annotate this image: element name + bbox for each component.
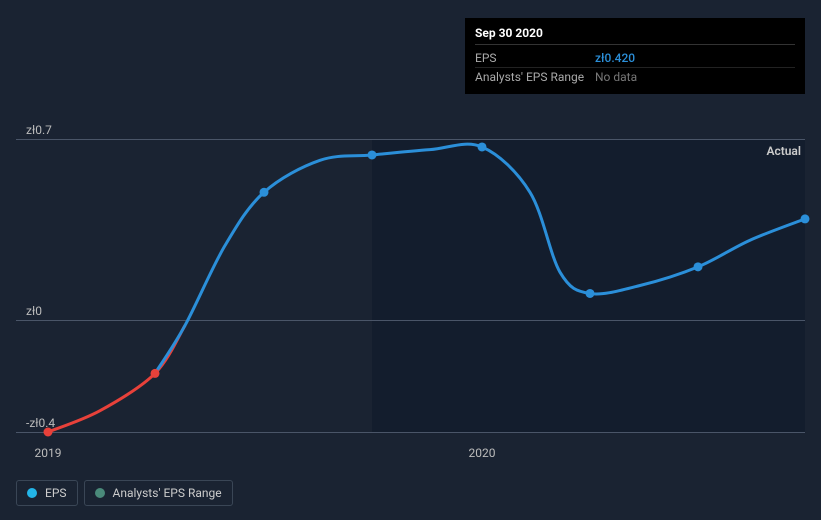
tooltip-row: EPSzł0.420 xyxy=(475,49,795,68)
eps-data-point[interactable] xyxy=(694,262,703,271)
tooltip-rows: EPSzł0.420Analysts' EPS RangeNo data xyxy=(475,49,795,86)
chart-legend: EPS Analysts' EPS Range xyxy=(16,480,233,506)
tooltip-row-value: zł0.420 xyxy=(595,51,635,65)
eps-data-point[interactable] xyxy=(801,214,810,223)
eps-line-segment xyxy=(155,144,805,373)
eps-chart: zł0.7zł0-zł0.4 Actual 20192020 Sep 30 20… xyxy=(0,0,821,520)
tooltip-date: Sep 30 2020 xyxy=(475,26,795,45)
eps-data-point[interactable] xyxy=(478,142,487,151)
eps-data-point[interactable] xyxy=(44,428,53,437)
tooltip-row-label: Analysts' EPS Range xyxy=(475,70,595,84)
x-tick-label: 2019 xyxy=(35,446,62,460)
legend-dot-icon xyxy=(95,488,105,498)
legend-label: EPS xyxy=(45,486,67,500)
eps-data-point[interactable] xyxy=(586,289,595,298)
eps-data-point[interactable] xyxy=(151,369,160,378)
tooltip-row-value: No data xyxy=(595,70,637,84)
legend-dot-icon xyxy=(27,488,37,498)
legend-label: Analysts' EPS Range xyxy=(113,486,222,500)
chart-tooltip: Sep 30 2020 EPSzł0.420Analysts' EPS Rang… xyxy=(465,18,805,94)
legend-item[interactable]: Analysts' EPS Range xyxy=(84,480,233,506)
tooltip-row-label: EPS xyxy=(475,51,595,65)
eps-data-point[interactable] xyxy=(368,150,377,159)
tooltip-row: Analysts' EPS RangeNo data xyxy=(475,68,795,86)
legend-item[interactable]: EPS xyxy=(16,480,78,506)
eps-line-segment xyxy=(48,325,185,432)
x-tick-label: 2020 xyxy=(469,446,496,460)
eps-data-point[interactable] xyxy=(260,188,269,197)
